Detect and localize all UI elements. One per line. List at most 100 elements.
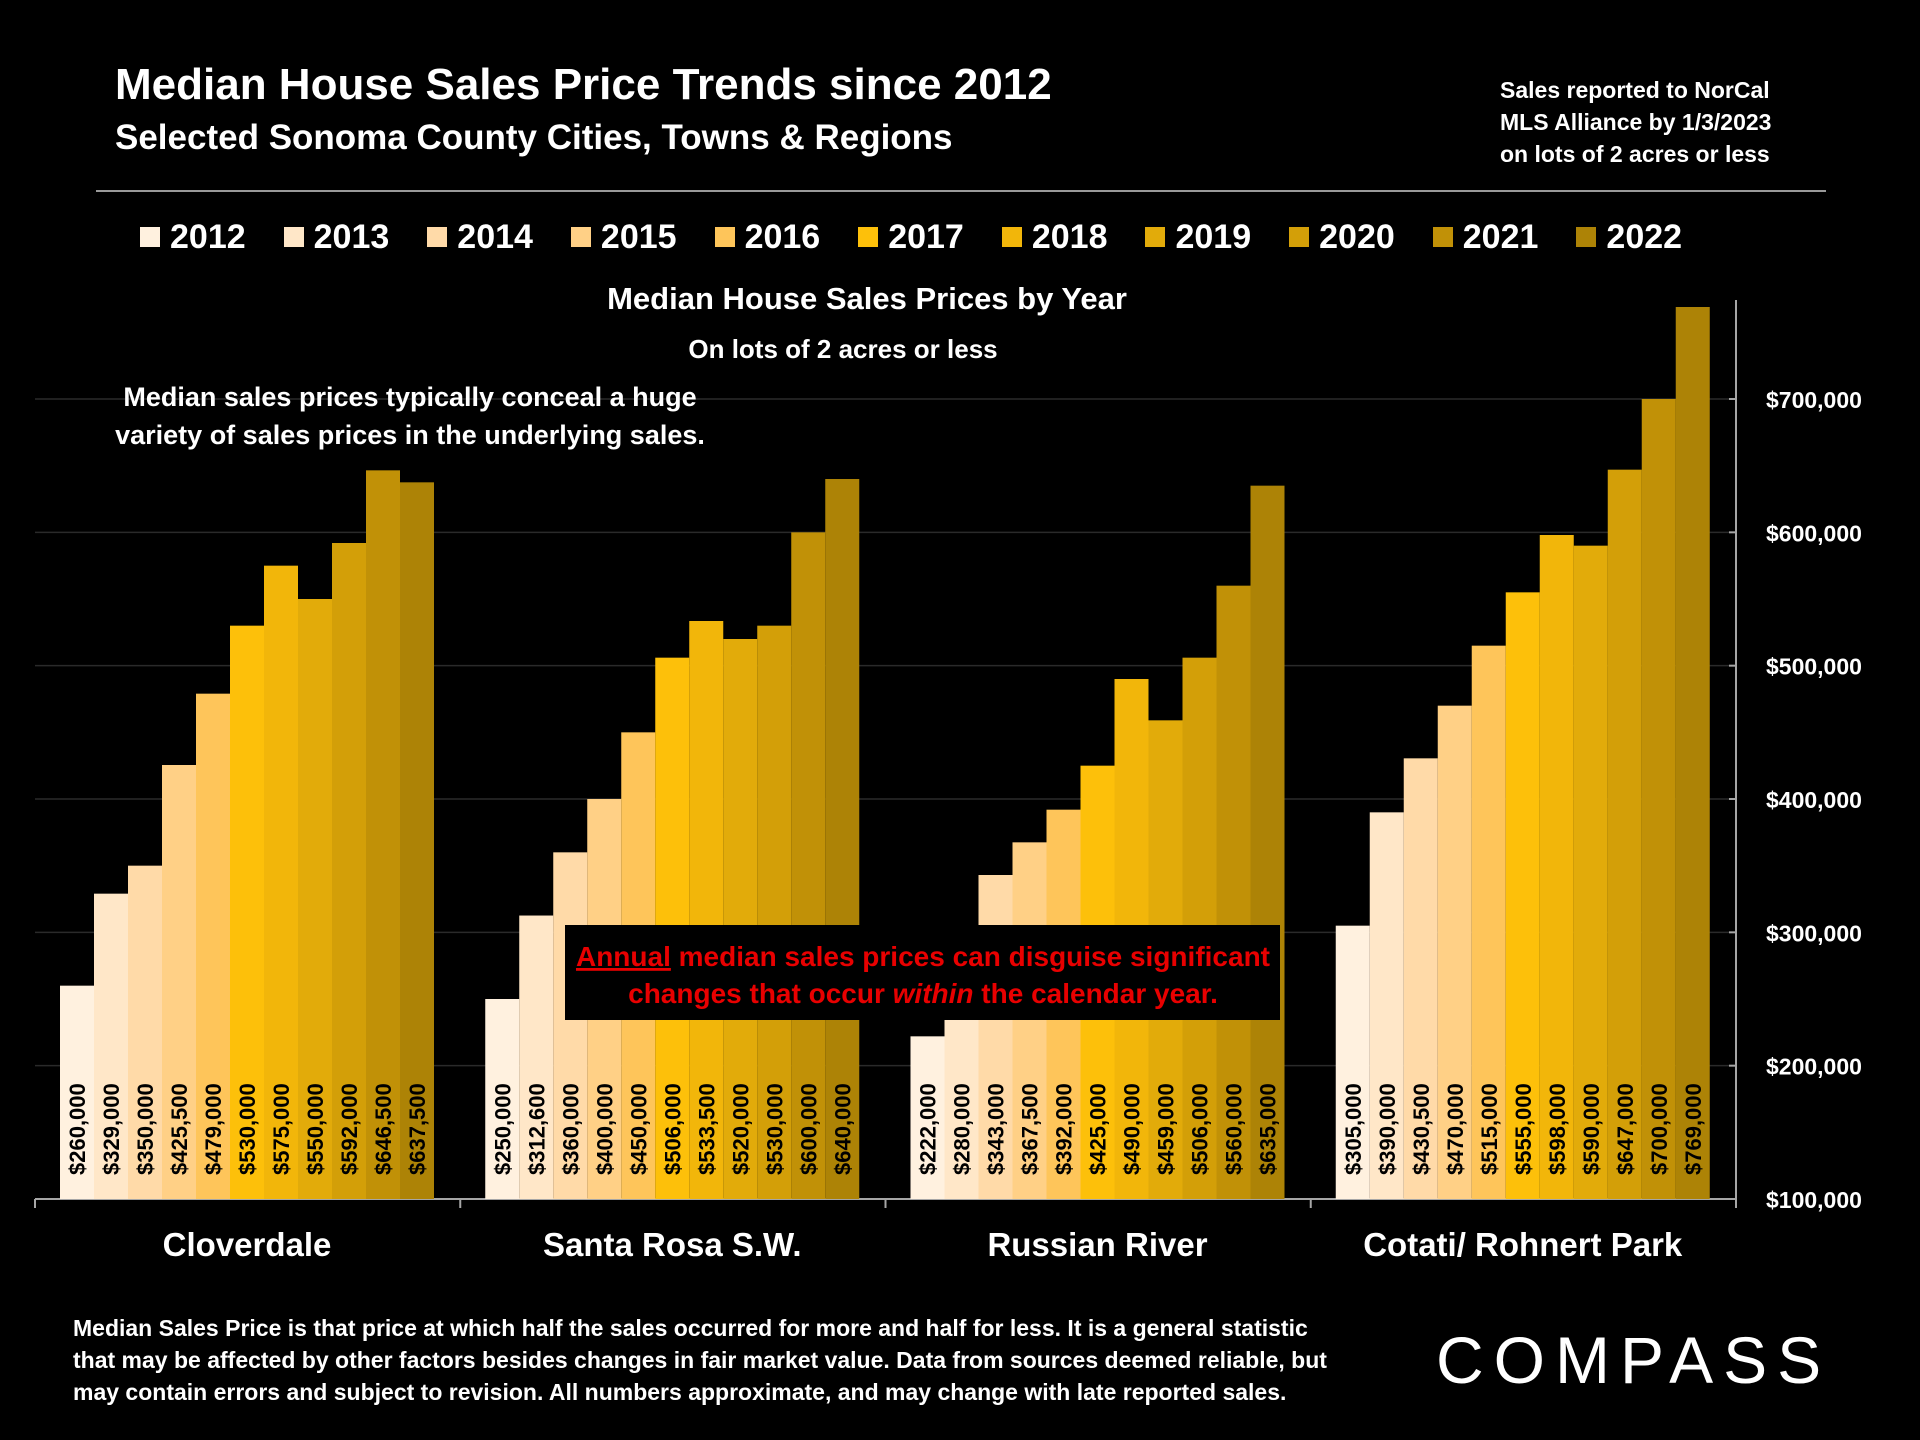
data-label: $390,000	[1375, 1083, 1400, 1175]
data-label: $425,500	[167, 1083, 192, 1175]
data-label: $350,000	[133, 1083, 158, 1175]
annotation-callout: Annual median sales prices can disguise …	[576, 941, 1270, 972]
bar-2012	[485, 999, 520, 1199]
bar-2015	[1012, 842, 1047, 1199]
data-label: $530,000	[235, 1083, 260, 1175]
bar-2018	[689, 621, 724, 1199]
data-label: $400,000	[592, 1083, 617, 1175]
bar-2021	[791, 532, 826, 1199]
legend-swatch	[1432, 227, 1453, 247]
data-label: $260,000	[65, 1083, 90, 1175]
y-tick-label: $200,000	[1766, 1054, 1862, 1080]
legend-item-2019: 2019	[1145, 218, 1251, 257]
data-label: $533,500	[694, 1083, 719, 1175]
bar-2021	[1216, 585, 1251, 1199]
data-label: $450,000	[626, 1083, 651, 1175]
legend-swatch	[1145, 227, 1166, 247]
category-label: Cloverdale	[163, 1226, 332, 1263]
annotation-italic: within	[893, 978, 974, 1009]
annotation-note: variety of sales prices in the underlyin…	[115, 420, 705, 450]
data-label: $646,500	[371, 1083, 396, 1175]
legend-item-2017: 2017	[858, 218, 964, 257]
bar-2019	[1573, 545, 1608, 1199]
data-label: $367,500	[1018, 1083, 1043, 1175]
legend-label: 2012	[170, 217, 246, 256]
legend-item-2016: 2016	[714, 217, 821, 257]
data-label: $520,000	[728, 1083, 753, 1175]
annotation-callout: changes that occur within the calendar y…	[628, 978, 1218, 1009]
bar-2014	[128, 865, 162, 1199]
legend-label: 2013	[313, 217, 390, 256]
data-label: $343,000	[984, 1083, 1009, 1175]
bar-2016	[196, 693, 230, 1199]
y-tick-label: $700,000	[1766, 387, 1862, 413]
legend-swatch	[1289, 227, 1310, 247]
legend-swatch	[1001, 227, 1022, 247]
bar-2020	[332, 543, 366, 1199]
data-label: $506,000	[1188, 1083, 1213, 1175]
data-label: $392,000	[1052, 1083, 1077, 1175]
legend-swatch	[858, 227, 879, 247]
header-divider	[96, 190, 1826, 192]
bar-2022	[825, 479, 860, 1199]
footer-line: may contain errors and subject to revisi…	[73, 1379, 1287, 1405]
annotation-underlined: Annual	[576, 941, 671, 972]
chart-subtitle: On lots of 2 acres or less	[688, 334, 997, 364]
legend-swatch	[427, 227, 448, 247]
legend-label: 2016	[744, 217, 821, 256]
data-label: $490,000	[1120, 1083, 1145, 1175]
bar-2021	[1641, 399, 1676, 1199]
data-label: $312,600	[524, 1083, 549, 1175]
legend-label: 2014	[457, 217, 533, 256]
legend-label: 2018	[1031, 217, 1108, 256]
bar-2016	[1471, 645, 1506, 1199]
legend-label: 2021	[1462, 217, 1539, 256]
data-label: $640,000	[830, 1083, 855, 1175]
category-label: Russian River	[987, 1226, 1207, 1263]
bar-2014	[553, 852, 588, 1199]
legend-swatch	[570, 227, 591, 247]
data-label: $506,000	[660, 1083, 685, 1175]
data-label: $515,000	[1477, 1083, 1502, 1175]
legend-item-2021: 2021	[1432, 217, 1539, 257]
data-label: $479,000	[201, 1083, 226, 1175]
y-tick-label: $500,000	[1766, 654, 1862, 680]
data-label: $550,000	[303, 1083, 328, 1175]
data-label: $250,000	[490, 1083, 515, 1175]
page-subtitle: Selected Sonoma County Cities, Towns & R…	[115, 118, 953, 157]
bar-2013	[519, 915, 554, 1199]
data-label: $305,000	[1341, 1083, 1366, 1175]
data-label: $590,000	[1579, 1083, 1604, 1175]
bar-2017	[230, 625, 264, 1199]
data-label: $575,000	[269, 1083, 294, 1175]
y-tick-label: $600,000	[1766, 520, 1862, 546]
data-label: $555,000	[1511, 1083, 1536, 1175]
legend-item-2018: 2018	[1001, 217, 1108, 257]
bar-2018	[1539, 535, 1574, 1199]
chart-title: Median House Sales Prices by Year	[607, 281, 1127, 316]
data-label: $592,000	[337, 1083, 362, 1175]
bar-2019	[723, 639, 758, 1199]
data-label: $329,000	[99, 1083, 124, 1175]
compass-logo: COMPASS	[1436, 1323, 1832, 1397]
legend-item-2015: 2015	[570, 218, 677, 257]
bar-2012	[910, 1036, 945, 1199]
data-label: $598,000	[1545, 1083, 1570, 1175]
legend-swatch	[1576, 227, 1597, 247]
data-label: $700,000	[1647, 1083, 1672, 1175]
bar-2013	[1369, 812, 1404, 1199]
bar-2015	[1437, 705, 1472, 1199]
bar-2015	[162, 765, 196, 1199]
y-tick-label: $400,000	[1766, 787, 1862, 813]
data-label: $222,000	[916, 1083, 941, 1175]
legend-item-2014: 2014	[427, 218, 533, 257]
legend-label: 2017	[888, 217, 964, 256]
data-label: $637,500	[405, 1083, 430, 1175]
bar-2012	[1335, 925, 1370, 1199]
data-label: $530,000	[762, 1083, 787, 1175]
source-line: Sales reported to NorCal	[1500, 77, 1770, 103]
legend-label: 2020	[1319, 217, 1395, 256]
y-tick-label: $300,000	[1766, 920, 1862, 946]
footer-line: that may be affected by other factors be…	[73, 1347, 1327, 1373]
category-label: Cotati/ Rohnert Park	[1363, 1226, 1683, 1263]
